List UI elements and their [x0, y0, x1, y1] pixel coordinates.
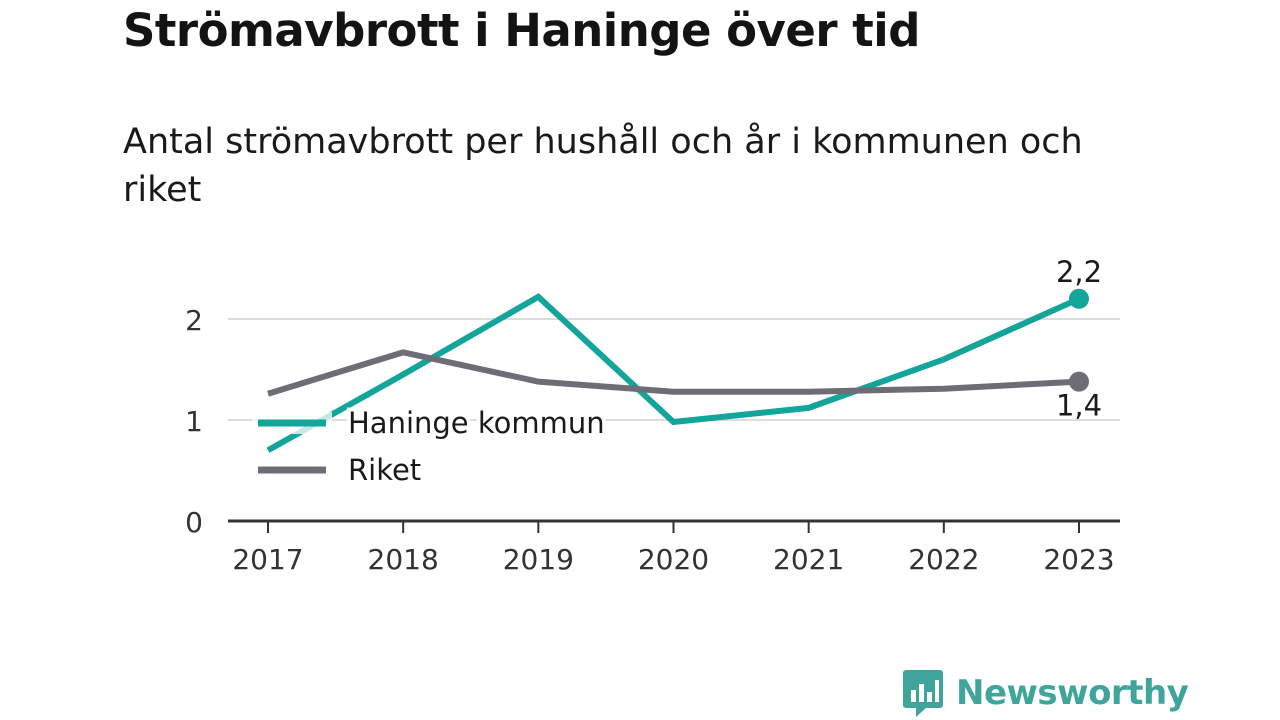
y-axis-ticks: 0 1 2	[185, 304, 203, 539]
series-line-haninge-kommun	[266, 293, 1081, 453]
end-value-label: 2,2	[1056, 255, 1102, 289]
legend-label-halo: Haninge kommun	[348, 406, 605, 440]
x-tick-label: 2021	[773, 543, 844, 576]
legend-label: Haninge kommun	[348, 406, 605, 440]
series-line-riket	[267, 349, 1080, 397]
x-axis-ticks: 2017 2018 2019 2020 2021 2022 2023	[232, 521, 1115, 576]
y-tick-label: 2	[185, 304, 203, 337]
x-tick-label: 2018	[368, 543, 439, 576]
x-tick-label: 2017	[232, 543, 303, 576]
x-tick-label: 2020	[638, 543, 709, 576]
legend-label: Riket	[348, 453, 421, 487]
chart-title: Strömavbrott i Haninge över tid	[123, 4, 920, 57]
series-end-markers: 2,2 1,4	[1056, 255, 1102, 423]
legend-label-halo: Riket	[348, 453, 421, 487]
end-point-marker	[1069, 288, 1089, 309]
y-tick-label: 0	[185, 506, 203, 539]
end-point-marker	[1069, 371, 1089, 392]
y-tick-label: 1	[185, 405, 203, 438]
x-tick-label: 2019	[503, 543, 574, 576]
series-lines	[266, 293, 1081, 453]
x-tick-label: 2023	[1043, 543, 1114, 576]
end-value-label: 1,4	[1056, 389, 1102, 423]
brand-name: Newsworthy	[956, 673, 1189, 713]
newsworthy-brand: Newsworthy	[902, 668, 1189, 718]
grid-lines	[228, 318, 1120, 421]
x-tick-label: 2022	[908, 543, 979, 576]
chart-subtitle: Antal strömavbrott per hushåll och år i …	[123, 122, 1083, 210]
bar-chart-speech-bubble-icon	[903, 670, 943, 717]
